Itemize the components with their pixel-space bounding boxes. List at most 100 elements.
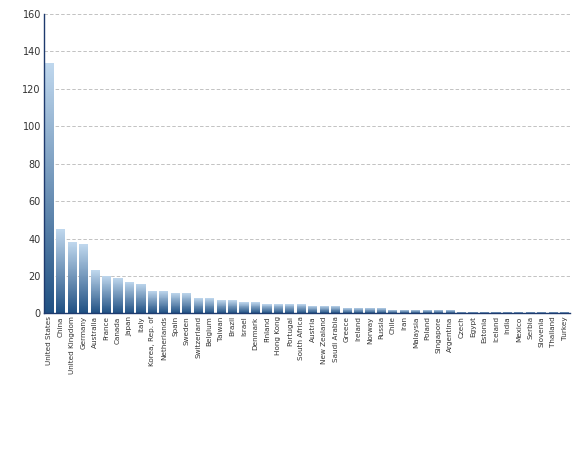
Bar: [45, 304, 54, 305]
Bar: [113, 280, 123, 281]
Bar: [79, 247, 88, 248]
Bar: [45, 65, 54, 66]
Bar: [45, 72, 54, 73]
Bar: [56, 244, 65, 245]
Bar: [45, 245, 54, 246]
Bar: [56, 295, 65, 296]
Bar: [79, 279, 88, 280]
Bar: [285, 312, 294, 313]
Bar: [217, 301, 226, 302]
Bar: [45, 77, 54, 78]
Bar: [297, 311, 306, 312]
Bar: [68, 250, 77, 251]
Bar: [56, 261, 65, 262]
Bar: [45, 289, 54, 290]
Bar: [56, 292, 65, 293]
Bar: [148, 303, 157, 304]
Bar: [148, 291, 157, 292]
Bar: [79, 295, 88, 296]
Bar: [79, 291, 88, 292]
Bar: [56, 300, 65, 301]
Bar: [45, 284, 54, 285]
Bar: [56, 308, 65, 309]
Bar: [45, 224, 54, 225]
Bar: [91, 305, 100, 306]
Bar: [91, 306, 100, 307]
Bar: [45, 228, 54, 229]
Bar: [79, 244, 88, 245]
Bar: [45, 100, 54, 101]
Bar: [45, 293, 54, 294]
Bar: [45, 215, 54, 216]
Bar: [125, 300, 134, 301]
Bar: [91, 304, 100, 305]
Bar: [102, 293, 111, 294]
Bar: [148, 301, 157, 302]
Bar: [68, 302, 77, 303]
Bar: [91, 310, 100, 311]
Bar: [56, 304, 65, 305]
Bar: [274, 305, 283, 306]
Bar: [56, 268, 65, 269]
Bar: [68, 307, 77, 308]
Bar: [68, 262, 77, 263]
Bar: [56, 255, 65, 256]
Bar: [171, 300, 180, 301]
Bar: [113, 294, 123, 295]
Bar: [56, 289, 65, 290]
Bar: [45, 280, 54, 281]
Bar: [45, 150, 54, 151]
Bar: [182, 295, 191, 296]
Bar: [45, 140, 54, 141]
Bar: [125, 283, 134, 284]
Bar: [68, 279, 77, 280]
Bar: [102, 280, 111, 281]
Bar: [79, 255, 88, 256]
Bar: [68, 275, 77, 276]
Bar: [102, 292, 111, 293]
Bar: [239, 311, 249, 312]
Bar: [56, 311, 65, 312]
Bar: [45, 287, 54, 288]
Bar: [113, 303, 123, 304]
Bar: [251, 310, 260, 311]
Bar: [102, 309, 111, 310]
Bar: [45, 166, 54, 167]
Bar: [79, 276, 88, 277]
Bar: [45, 195, 54, 196]
Bar: [45, 68, 54, 69]
Bar: [228, 303, 237, 304]
Bar: [45, 306, 54, 307]
Bar: [45, 203, 54, 204]
Bar: [56, 312, 65, 313]
Bar: [194, 308, 203, 309]
Bar: [56, 247, 65, 248]
Bar: [45, 247, 54, 248]
Bar: [45, 168, 54, 169]
Bar: [262, 311, 272, 312]
Bar: [148, 306, 157, 307]
Bar: [79, 270, 88, 271]
Bar: [182, 293, 191, 294]
Bar: [91, 296, 100, 297]
Bar: [68, 247, 77, 248]
Bar: [182, 303, 191, 304]
Bar: [56, 272, 65, 273]
Bar: [79, 260, 88, 261]
Bar: [45, 79, 54, 80]
Bar: [45, 118, 54, 119]
Bar: [171, 308, 180, 309]
Bar: [79, 248, 88, 249]
Bar: [45, 262, 54, 263]
Bar: [102, 278, 111, 279]
Bar: [79, 312, 88, 313]
Bar: [45, 163, 54, 164]
Bar: [205, 308, 214, 309]
Bar: [274, 304, 283, 305]
Bar: [79, 283, 88, 284]
Bar: [68, 308, 77, 309]
Bar: [45, 91, 54, 92]
Bar: [45, 167, 54, 168]
Bar: [182, 306, 191, 307]
Bar: [113, 298, 123, 299]
